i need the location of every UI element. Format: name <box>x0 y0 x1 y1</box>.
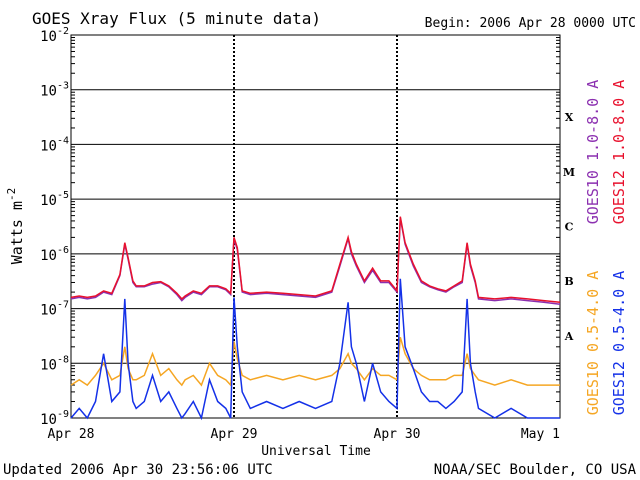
y-tick-label: 10-7 <box>40 300 69 319</box>
x-tick-label: Apr 29 <box>211 427 258 442</box>
flare-class-label: M <box>563 166 575 179</box>
legend-entry-1: GOES12 1.0-8.0 A <box>610 80 628 225</box>
svg-text:Watts m-2: Watts m-2 <box>5 188 26 264</box>
series-line-3 <box>70 278 560 421</box>
legend-entry-2: GOES10 0.5-4.0 A <box>584 271 602 416</box>
flare-class-label: C <box>565 221 574 234</box>
x-tick-label: May 1 <box>521 427 560 442</box>
y-tick-label: 10-9 <box>40 409 69 428</box>
y-tick-label: 10-8 <box>40 354 69 373</box>
grid-lines <box>71 35 560 418</box>
x-axis-label: Universal Time <box>261 444 371 459</box>
plot-frame <box>70 34 561 419</box>
y-axis-label-text: Watts m <box>8 201 26 264</box>
series-line-1 <box>70 216 561 304</box>
series-line-0 <box>70 217 561 305</box>
y-tick-label: 10-5 <box>40 190 69 209</box>
y-tick-labels: 10-9 10-8 10-7 10-6 10-5 10-4 10-3 10-2 <box>40 26 69 428</box>
y-tick-label: 10-6 <box>40 245 69 264</box>
flare-class-label: B <box>564 275 573 288</box>
y-axis-label-sup: -2 <box>5 188 18 201</box>
y-tick-label: 10-3 <box>40 81 69 100</box>
y-axis-label: Watts m-2 <box>5 188 26 264</box>
x-tick-label: Apr 28 <box>48 427 95 442</box>
flare-class-label: A <box>564 330 574 343</box>
footer-credit: NOAA/SEC Boulder, CO USA <box>434 462 637 478</box>
footer-updated: Updated 2006 Apr 30 23:56:06 UTC <box>3 462 273 478</box>
flare-class-labels: X M C B A <box>563 111 575 343</box>
legend-entry-0: GOES10 1.0-8.0 A <box>584 80 602 225</box>
chart-title: GOES Xray Flux (5 minute data) <box>32 9 321 28</box>
y-tick-label: 10-2 <box>40 26 69 45</box>
begin-label: Begin: 2006 Apr 28 0000 UTC <box>425 16 636 31</box>
x-tick-label: Apr 30 <box>374 427 421 442</box>
x-tick-labels: Apr 28 Apr 29 Apr 30 May 1 <box>48 427 560 442</box>
flare-class-label: X <box>565 111 574 124</box>
series-line-2 <box>70 336 560 387</box>
series-lines <box>70 216 561 421</box>
legend-entry-3: GOES12 0.5-4.0 A <box>610 271 628 416</box>
legend: GOES10 1.0-8.0 A GOES12 1.0-8.0 A GOES10 0… <box>584 80 628 416</box>
y-tick-label: 10-4 <box>40 135 69 154</box>
